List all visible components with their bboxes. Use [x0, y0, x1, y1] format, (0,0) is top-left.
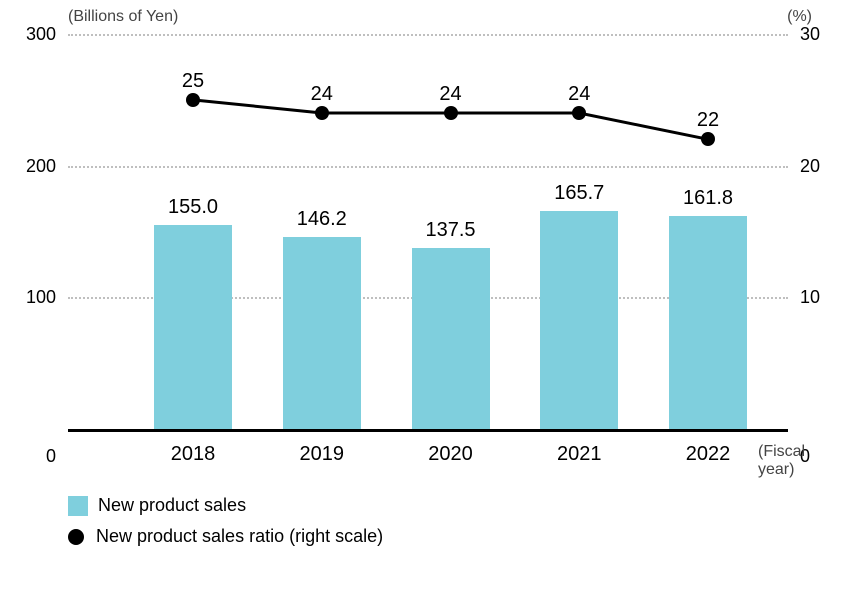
- legend-swatch-bar: [68, 496, 88, 516]
- x-tick-label: 2021: [557, 443, 602, 466]
- y-tick-left: 0: [0, 447, 56, 465]
- y-tick-right: 20: [800, 157, 820, 175]
- x-tick-label: 2020: [428, 443, 473, 466]
- x-axis-unit: (Fiscal year): [758, 443, 805, 479]
- line-value-label: 24: [311, 83, 333, 106]
- y-axis-left-title: (Billions of Yen): [68, 8, 178, 26]
- x-tick-label: 2019: [300, 443, 345, 466]
- y-tick-left: 100: [0, 288, 56, 306]
- line-marker: [315, 106, 329, 120]
- legend: New product sales New product sales rati…: [68, 495, 383, 557]
- x-tick-label: 2018: [171, 443, 216, 466]
- legend-swatch-line: [68, 529, 84, 545]
- line-marker: [444, 106, 458, 120]
- legend-label-bar: New product sales: [98, 495, 246, 516]
- y-tick-left: 300: [0, 25, 56, 43]
- line-value-label: 25: [182, 70, 204, 93]
- line-marker: [701, 132, 715, 146]
- x-tick-label: 2022: [686, 443, 731, 466]
- line-marker: [572, 106, 586, 120]
- line-value-label: 24: [568, 83, 590, 106]
- y-tick-right: 10: [800, 288, 820, 306]
- line-value-label: 24: [439, 83, 461, 106]
- line-marker: [186, 93, 200, 107]
- line-series: [68, 34, 788, 429]
- line-value-label: 22: [697, 109, 719, 132]
- y-tick-left: 200: [0, 157, 56, 175]
- y-tick-right: 30: [800, 25, 820, 43]
- legend-label-line: New product sales ratio (right scale): [96, 526, 383, 547]
- plot-area: 00100102002030030155.02018146.22019137.5…: [68, 34, 788, 432]
